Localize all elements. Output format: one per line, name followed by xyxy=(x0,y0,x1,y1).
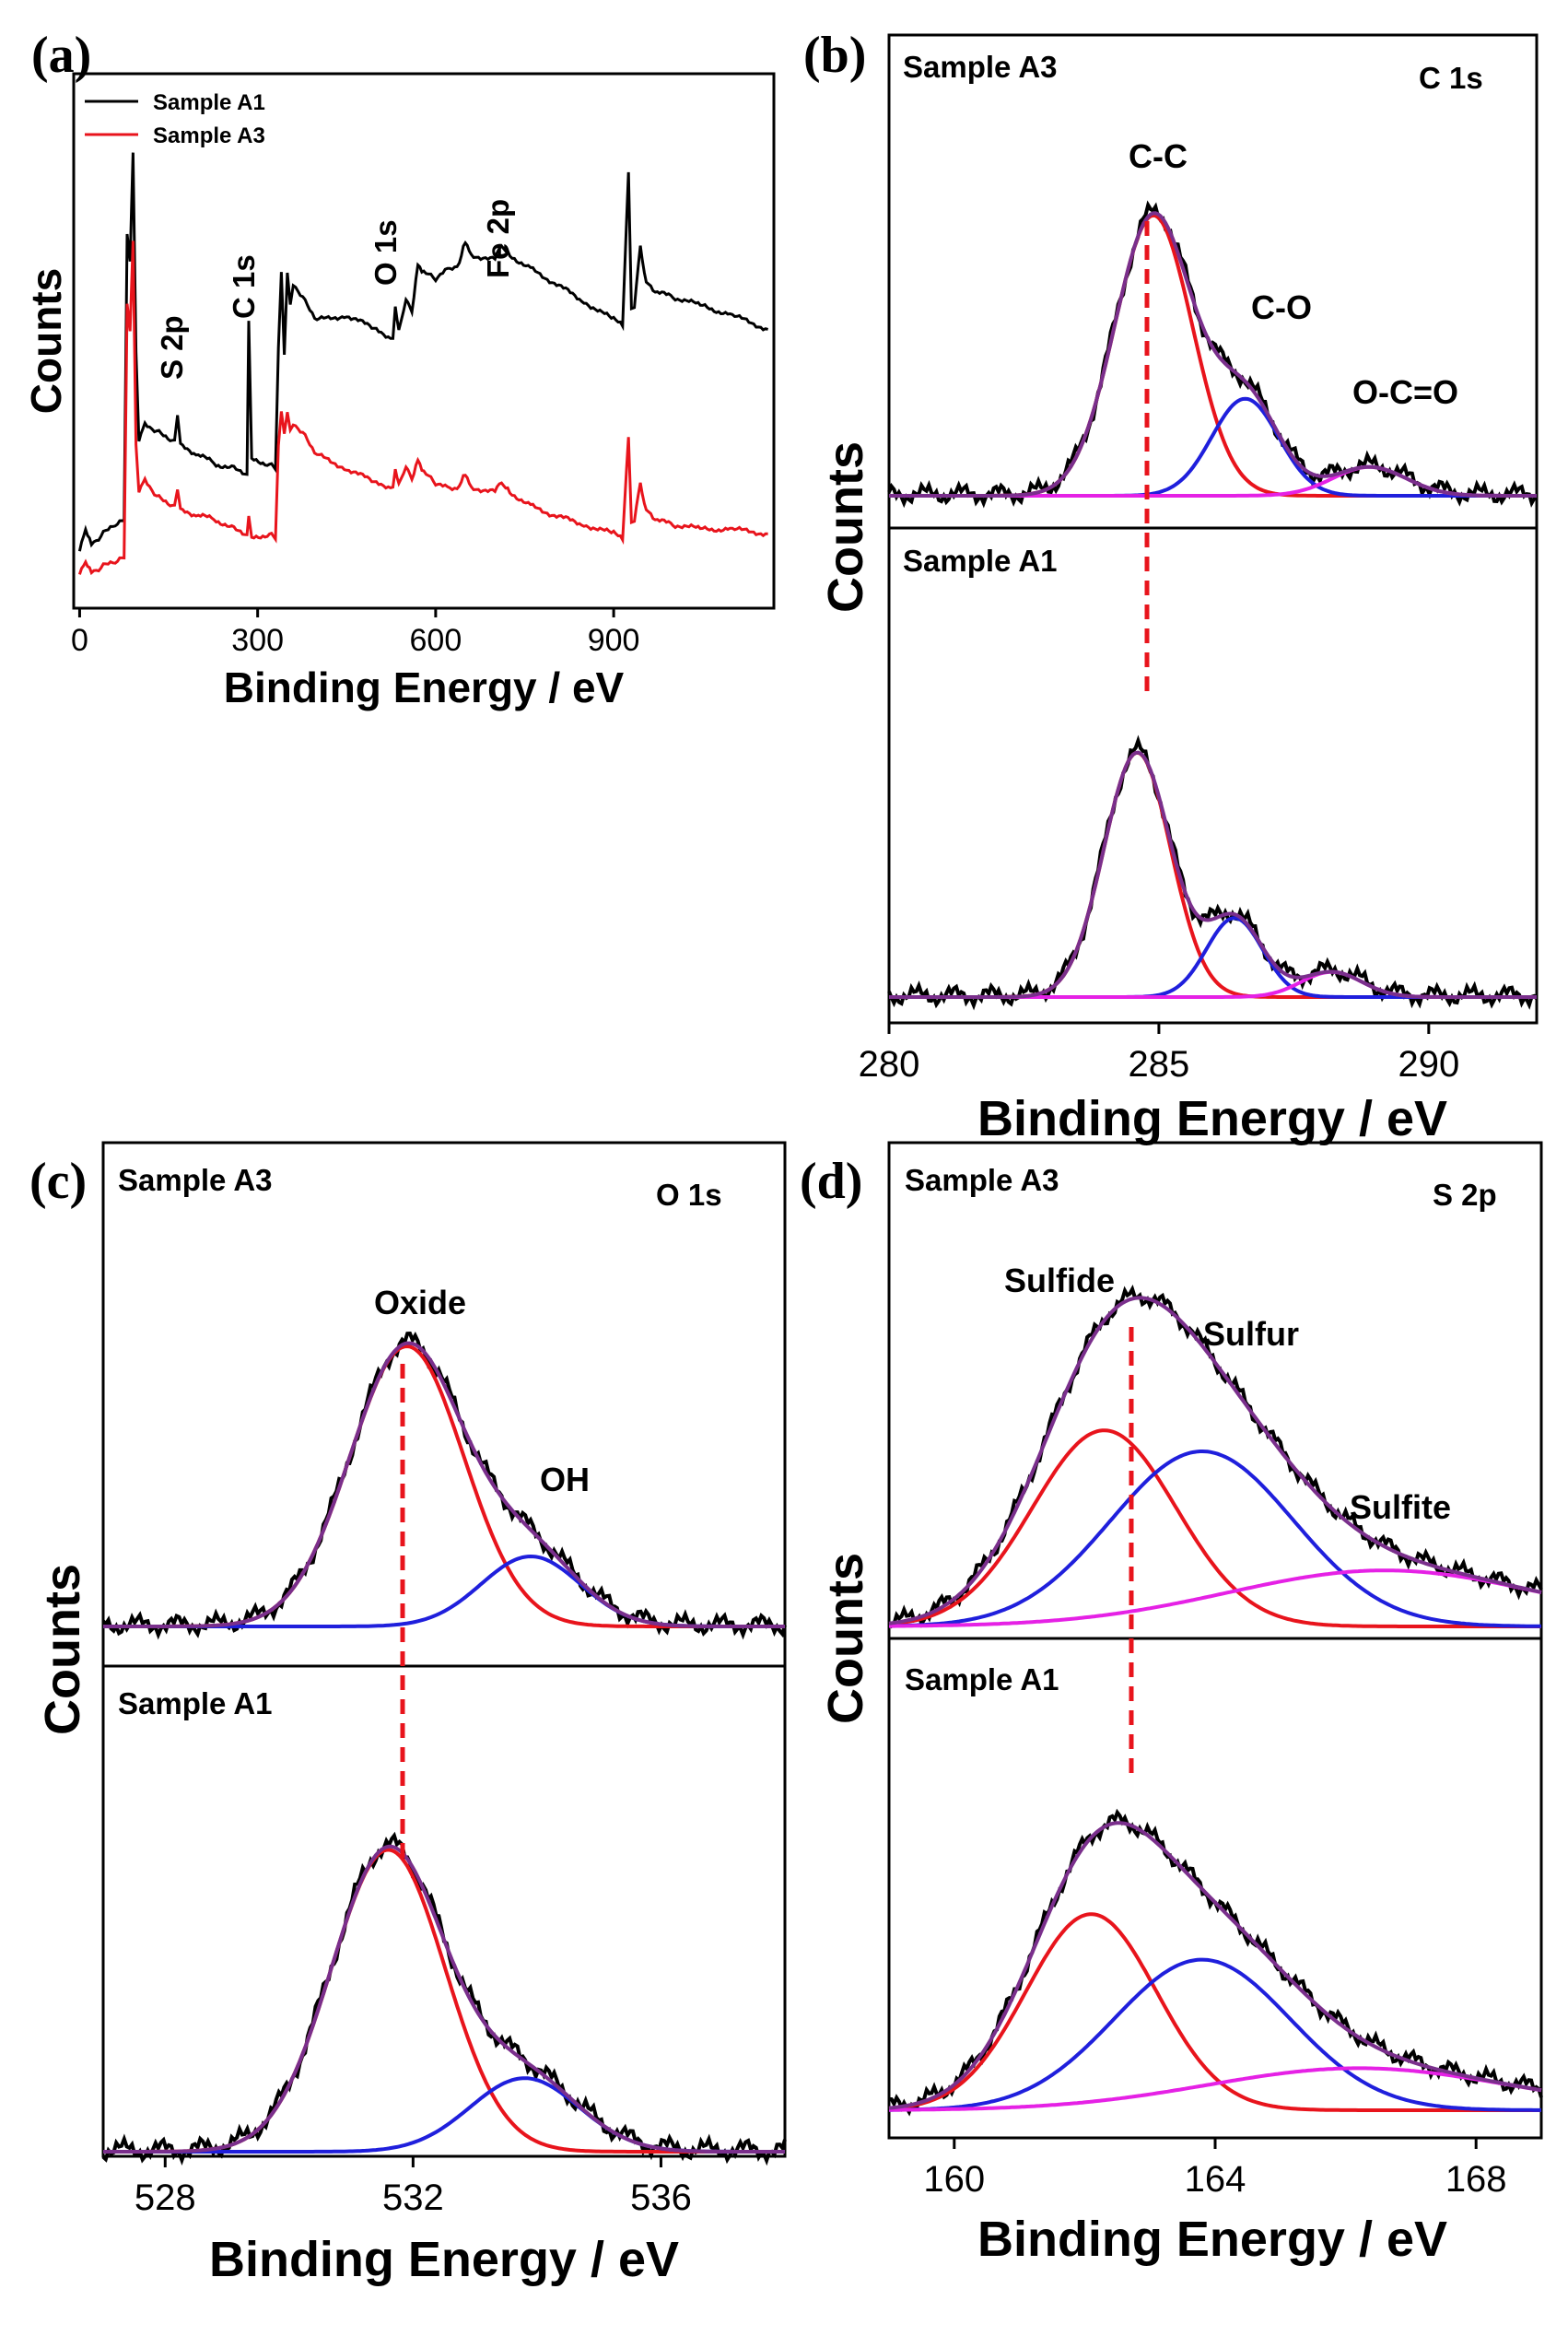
panel-c-xlabel: Binding Energy / eV xyxy=(209,2232,679,2287)
annotation-c-c: C-C xyxy=(1129,137,1188,175)
panel-d-region-label: S 2p xyxy=(1433,1178,1497,1212)
component-c-o-sample-a1 xyxy=(889,916,1537,999)
panel-d-sample-a3-label: Sample A3 xyxy=(905,1163,1059,1197)
panel-c: (c) Sample A3 O 1s Sample A1 Oxide OH 52… xyxy=(29,1141,787,2287)
annotation-fe2p: Fe 2p xyxy=(481,199,515,278)
annotation-sulfur: Sulfur xyxy=(1203,1315,1299,1353)
panel-d-sample-a1-curves xyxy=(888,1808,1543,2117)
annotation-oxide: Oxide xyxy=(374,1284,466,1321)
raw-data-sample-a1 xyxy=(887,734,1539,1011)
panel-a-xtick-label: 300 xyxy=(231,623,284,658)
panel-a-ylabel: Counts xyxy=(22,268,70,414)
envelope-fit-sample-a3 xyxy=(103,1341,785,1628)
panel-c-ylabel: Counts xyxy=(35,1564,90,1735)
panel-b-sample-a1-label: Sample A1 xyxy=(903,544,1058,578)
panel-a: (a) 0 300 600 900 Sample A1 Sample A3 S 2p … xyxy=(22,27,776,711)
panel-a-xtick-label: 0 xyxy=(71,623,88,658)
panel-b-sample-a3-label: Sample A3 xyxy=(903,50,1058,84)
envelope-fit-sample-a1 xyxy=(103,1844,785,2154)
series-line-sample-a1 xyxy=(77,152,768,552)
envelope-fit-sample-a1 xyxy=(889,750,1537,999)
panel-d-frame xyxy=(887,1141,1543,2140)
component-oxide-sample-a1 xyxy=(103,1848,785,2154)
panel-d-xtick-label: 164 xyxy=(1185,2159,1246,2200)
panel-c-sample-a3-curves xyxy=(101,1332,787,1640)
panel-c-sample-a3-label: Sample A3 xyxy=(118,1163,273,1197)
component-oh-sample-a1 xyxy=(103,2076,785,2154)
envelope-fit-sample-a3 xyxy=(889,211,1537,498)
component-sulfide-sample-a3 xyxy=(888,1428,1541,1628)
panel-b: (b) Sample A3 C 1s Sample A1 C-C C-O O-C… xyxy=(803,27,1539,1146)
panel-a-xtick-label: 600 xyxy=(410,623,462,658)
annotation-sulfide: Sulfide xyxy=(1004,1262,1115,1299)
panel-d: (d) Sample A3 S 2p Sample A1 Sulfide Sul… xyxy=(800,1141,1543,2267)
panel-a-xtick-label: 900 xyxy=(588,623,640,658)
envelope-fit-sample-a3 xyxy=(888,1296,1542,1626)
panel-b-ylabel: Counts xyxy=(818,441,873,613)
panel-c-sample-a1-label: Sample A1 xyxy=(118,1686,273,1720)
raw-data-sample-a1 xyxy=(101,1831,787,2166)
panel-b-xtick-label: 280 xyxy=(859,1044,920,1085)
legend-label-sample-a3: Sample A3 xyxy=(153,123,265,148)
component-sulfur-sample-a1 xyxy=(889,1957,1541,2112)
panel-c-ticks: 528 532 536 xyxy=(135,2156,692,2218)
panel-c-sample-a1-curves xyxy=(101,1831,787,2166)
panel-d-xlabel: Binding Energy / eV xyxy=(977,2212,1447,2267)
panel-a-series xyxy=(77,152,768,576)
series-line-sample-a3 xyxy=(77,241,768,576)
panel-b-xtick-label: 290 xyxy=(1398,1044,1459,1085)
panel-d-sample-a3-curves xyxy=(887,1284,1543,1629)
component-sulfur-sample-a3 xyxy=(888,1450,1541,1628)
panel-b-xlabel: Binding Energy / eV xyxy=(977,1091,1447,1146)
component-c-c-sample-a1 xyxy=(889,750,1537,999)
panel-c-xtick-label: 532 xyxy=(382,2178,444,2218)
panel-b-sample-a3-curves xyxy=(887,200,1538,509)
panel-a-frame xyxy=(72,72,776,610)
panel-d-ylabel: Counts xyxy=(818,1553,873,1724)
panel-c-region-label: O 1s xyxy=(656,1178,722,1212)
panel-d-ticks: 160 164 168 xyxy=(923,2138,1507,2200)
panel-d-sample-a1-label: Sample A1 xyxy=(905,1662,1059,1696)
panel-a-xlabel: Binding Energy / eV xyxy=(224,663,625,711)
annotation-c1s: C 1s xyxy=(227,254,261,319)
panel-b-ticks: 280 285 290 xyxy=(859,1023,1459,1085)
panel-a-ticks: 0 300 600 900 xyxy=(71,608,639,658)
panel-b-sample-a1-curves xyxy=(887,734,1539,1011)
component-c-c-sample-a3 xyxy=(889,213,1537,498)
annotation-o1s: O 1s xyxy=(369,219,403,286)
envelope-fit-sample-a1 xyxy=(888,1821,1542,2110)
legend-label-sample-a1: Sample A1 xyxy=(153,90,265,115)
annotation-s2p: S 2p xyxy=(155,315,189,380)
panel-c-tag: (c) xyxy=(29,1153,87,1210)
panel-d-xtick-label: 168 xyxy=(1445,2159,1507,2200)
annotation-oh: OH xyxy=(540,1461,590,1498)
panel-c-xtick-label: 536 xyxy=(630,2178,692,2218)
panel-b-region-label: C 1s xyxy=(1419,61,1483,95)
panel-b-tag: (b) xyxy=(803,27,866,84)
panel-d-xtick-label: 160 xyxy=(923,2159,985,2200)
component-sulfite-sample-a3 xyxy=(889,1568,1542,1628)
annotation-c-o: C-O xyxy=(1251,288,1312,326)
panel-c-xtick-label: 528 xyxy=(135,2178,196,2218)
panel-c-frame xyxy=(101,1141,787,2158)
panel-a-tag: (a) xyxy=(31,27,91,84)
raw-data-sample-a3 xyxy=(101,1332,787,1640)
raw-data-sample-a3 xyxy=(887,200,1538,509)
annotation-sulfite: Sulfite xyxy=(1350,1488,1451,1526)
panel-b-xtick-label: 285 xyxy=(1129,1044,1190,1085)
component-sulfide-sample-a1 xyxy=(888,1912,1541,2112)
component-sulfite-sample-a1 xyxy=(888,2066,1542,2112)
panel-d-tag: (d) xyxy=(800,1153,862,1210)
annotation-o-c-o: O-C=O xyxy=(1352,373,1458,411)
